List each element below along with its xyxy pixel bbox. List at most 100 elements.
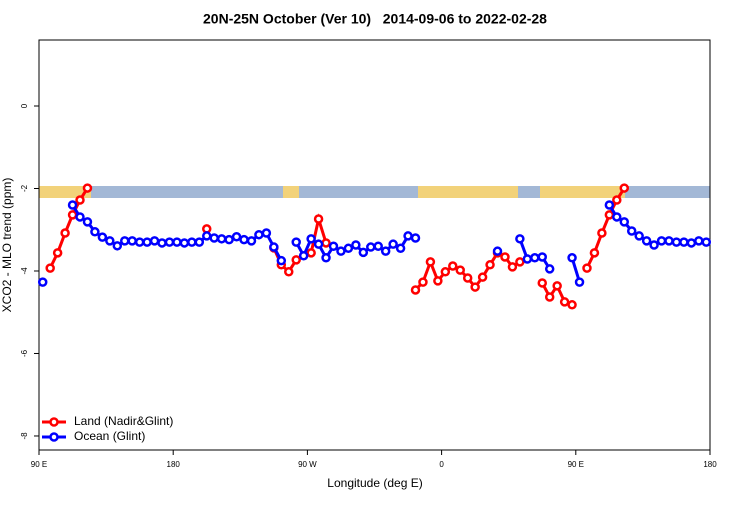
data-point: [500, 252, 510, 262]
x-tick-label: 180: [167, 460, 181, 469]
data-point: [82, 183, 93, 193]
data-point: [552, 281, 562, 291]
land-band: [418, 186, 518, 198]
data-point: [395, 243, 406, 254]
data-point: [559, 297, 570, 307]
x-tick-label: 90 E: [31, 460, 47, 469]
data-point: [328, 241, 339, 251]
data-point: [373, 241, 383, 251]
data-point: [224, 234, 234, 245]
legend-label: Ocean (Glint): [74, 429, 145, 443]
data-point: [634, 231, 644, 241]
data-point: [485, 260, 495, 270]
data-point: [403, 231, 413, 241]
data-point: [291, 237, 301, 247]
data-point: [619, 217, 630, 227]
data-point: [641, 236, 652, 246]
data-point: [351, 240, 361, 250]
data-point: [246, 236, 257, 246]
map-strip: [39, 186, 710, 198]
data-point: [582, 263, 592, 273]
x-tick-label: 0: [439, 460, 444, 469]
data-point: [231, 232, 242, 242]
data-point: [45, 263, 55, 273]
data-point: [589, 248, 600, 258]
data-point: [515, 257, 525, 267]
data-point: [75, 212, 85, 222]
x-axis-label: Longitude (deg E): [327, 476, 422, 490]
data-point: [604, 200, 615, 210]
data-point: [67, 210, 78, 220]
data-point: [306, 234, 316, 244]
data-point: [410, 285, 421, 295]
data-point: [187, 237, 197, 247]
data-point: [671, 237, 682, 247]
y-axis-label: XCO2 - MLO trend (ppm): [0, 178, 14, 313]
data-point: [664, 236, 674, 246]
data-point: [507, 262, 518, 272]
data-point: [269, 242, 279, 252]
data-point: [306, 248, 316, 258]
data-point: [172, 237, 182, 247]
data-point: [515, 234, 525, 244]
land-band: [39, 186, 91, 198]
data-point: [492, 246, 503, 256]
data-point: [254, 229, 264, 240]
x-tick-label: 90 W: [298, 460, 317, 469]
data-point: [612, 195, 622, 205]
data-point: [649, 240, 659, 250]
data-point: [239, 234, 249, 245]
legend-marker: [49, 417, 59, 427]
data-point: [67, 200, 78, 210]
legend-label: Land (Nadir&Glint): [74, 414, 173, 428]
data-point: [60, 228, 70, 238]
data-point: [149, 236, 160, 246]
land-band: [540, 186, 625, 198]
data-point: [537, 252, 547, 262]
data-point: [470, 282, 480, 292]
data-point: [261, 228, 272, 238]
data-point: [127, 236, 137, 246]
data-point: [626, 226, 637, 236]
data-point: [701, 237, 712, 247]
data-point: [82, 217, 93, 227]
data-point: [164, 237, 175, 247]
data-point: [462, 273, 473, 283]
data-point: [276, 255, 287, 266]
data-point: [656, 236, 667, 246]
data-point: [179, 238, 190, 248]
data-point: [686, 238, 697, 248]
data-point: [544, 264, 555, 274]
data-point: [544, 292, 555, 302]
y-tick-label: -2: [20, 184, 29, 192]
data-point: [321, 253, 331, 263]
data-point: [380, 246, 391, 256]
data-point: [284, 267, 294, 277]
data-point: [321, 238, 331, 248]
data-point: [694, 236, 704, 246]
y-tick-label: -8: [20, 432, 29, 440]
data-point: [216, 234, 227, 244]
data-point: [597, 228, 607, 238]
data-point: [440, 267, 451, 277]
data-point: [366, 242, 376, 252]
data-point: [37, 277, 48, 287]
data-point: [90, 227, 100, 237]
data-point: [313, 239, 324, 249]
x-tick-label: 180: [703, 460, 717, 469]
land-band: [283, 186, 299, 198]
y-tick-label: 0: [20, 103, 29, 108]
data-point: [202, 231, 212, 241]
data-point: [358, 247, 369, 258]
data-point: [612, 212, 622, 222]
data-point: [455, 265, 465, 275]
data-point: [194, 237, 205, 247]
data-point: [52, 248, 63, 258]
data-point: [298, 250, 309, 261]
data-point: [388, 239, 398, 249]
data-point: [477, 272, 488, 282]
data-point: [433, 276, 443, 286]
data-point: [75, 195, 85, 205]
